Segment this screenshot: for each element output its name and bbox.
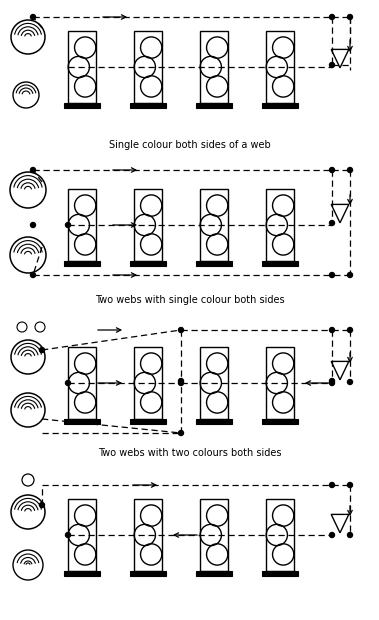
Bar	[196, 261, 232, 265]
Text: Single colour both sides of a web: Single colour both sides of a web	[109, 140, 270, 150]
Circle shape	[39, 347, 44, 353]
Circle shape	[329, 63, 335, 68]
Bar	[64, 261, 100, 265]
Bar	[130, 261, 166, 265]
Bar	[266, 189, 294, 261]
Bar	[134, 189, 162, 261]
Bar	[266, 347, 294, 419]
Circle shape	[348, 482, 352, 487]
Bar	[68, 31, 96, 103]
Bar	[64, 103, 100, 107]
Circle shape	[348, 167, 352, 172]
Bar	[262, 103, 298, 107]
Circle shape	[329, 482, 335, 487]
Circle shape	[179, 430, 183, 435]
Circle shape	[30, 167, 36, 172]
Circle shape	[329, 378, 335, 384]
Circle shape	[329, 327, 335, 332]
Circle shape	[348, 273, 352, 278]
Circle shape	[179, 378, 183, 384]
Circle shape	[66, 533, 70, 538]
Bar	[200, 31, 228, 103]
Bar	[196, 419, 232, 423]
Bar	[68, 347, 96, 419]
Bar	[262, 419, 298, 423]
Bar	[196, 103, 232, 107]
Bar	[200, 189, 228, 261]
Bar	[134, 347, 162, 419]
Circle shape	[179, 327, 183, 332]
Bar	[68, 499, 96, 571]
Bar	[130, 103, 166, 107]
Bar	[130, 571, 166, 575]
Bar	[134, 499, 162, 571]
Circle shape	[66, 223, 70, 228]
Bar	[134, 31, 162, 103]
Circle shape	[348, 533, 352, 538]
Circle shape	[348, 327, 352, 332]
Bar	[200, 499, 228, 571]
Bar	[68, 189, 96, 261]
Bar	[262, 261, 298, 265]
Circle shape	[329, 533, 335, 538]
Circle shape	[329, 273, 335, 278]
Bar	[196, 571, 232, 575]
Circle shape	[66, 381, 70, 386]
Circle shape	[179, 381, 183, 386]
Bar	[266, 31, 294, 103]
Circle shape	[39, 502, 44, 508]
Bar	[130, 419, 166, 423]
Circle shape	[329, 14, 335, 19]
Bar	[266, 499, 294, 571]
Circle shape	[329, 167, 335, 172]
Bar	[200, 347, 228, 419]
Circle shape	[348, 14, 352, 19]
Text: Two webs with single colour both sides: Two webs with single colour both sides	[95, 295, 284, 305]
Bar	[64, 419, 100, 423]
Circle shape	[348, 379, 352, 384]
Circle shape	[329, 221, 335, 226]
Circle shape	[30, 14, 36, 19]
Text: Two webs with two colours both sides: Two webs with two colours both sides	[98, 448, 281, 458]
Circle shape	[30, 223, 36, 228]
Bar	[262, 571, 298, 575]
Bar	[64, 571, 100, 575]
Circle shape	[30, 273, 36, 278]
Circle shape	[329, 381, 335, 386]
